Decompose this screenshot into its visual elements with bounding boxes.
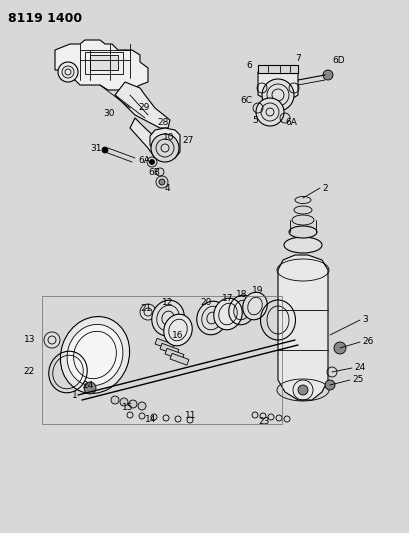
Bar bbox=[257, 65, 297, 73]
Circle shape bbox=[111, 396, 119, 404]
Text: 29: 29 bbox=[138, 102, 149, 111]
Polygon shape bbox=[257, 68, 297, 100]
Ellipse shape bbox=[288, 226, 316, 238]
Text: 31: 31 bbox=[90, 143, 101, 152]
Circle shape bbox=[255, 98, 283, 126]
Text: 27: 27 bbox=[182, 135, 193, 144]
Circle shape bbox=[149, 159, 154, 165]
Bar bbox=[164, 349, 184, 360]
Bar bbox=[155, 338, 173, 350]
Text: 4: 4 bbox=[164, 183, 170, 192]
Text: 7: 7 bbox=[294, 53, 300, 62]
Circle shape bbox=[322, 70, 332, 80]
Text: 17: 17 bbox=[221, 294, 233, 303]
Circle shape bbox=[297, 385, 307, 395]
Circle shape bbox=[120, 398, 128, 406]
Polygon shape bbox=[277, 255, 327, 400]
Circle shape bbox=[261, 79, 293, 111]
Bar bbox=[42, 296, 281, 424]
Text: 24: 24 bbox=[353, 364, 364, 373]
Text: 26: 26 bbox=[361, 337, 373, 346]
Circle shape bbox=[84, 382, 96, 394]
Circle shape bbox=[129, 400, 137, 408]
Text: 28: 28 bbox=[157, 117, 168, 126]
Text: 15: 15 bbox=[122, 403, 133, 413]
Text: 23: 23 bbox=[257, 417, 269, 426]
Bar bbox=[170, 353, 189, 365]
Text: 25: 25 bbox=[351, 376, 362, 384]
Text: 22: 22 bbox=[24, 367, 35, 376]
Bar bbox=[160, 343, 179, 355]
Bar bbox=[90, 55, 118, 70]
Text: 8119 1400: 8119 1400 bbox=[8, 12, 82, 25]
Circle shape bbox=[159, 179, 164, 185]
Text: 14: 14 bbox=[145, 416, 156, 424]
Circle shape bbox=[58, 62, 78, 82]
Text: 6A: 6A bbox=[138, 156, 150, 165]
Polygon shape bbox=[130, 118, 164, 158]
Text: 10: 10 bbox=[163, 133, 174, 141]
Text: 20: 20 bbox=[200, 297, 211, 306]
Text: 30: 30 bbox=[103, 109, 114, 117]
Text: 6A: 6A bbox=[284, 117, 296, 126]
Ellipse shape bbox=[283, 237, 321, 253]
Circle shape bbox=[139, 304, 155, 320]
Text: 2: 2 bbox=[321, 183, 327, 192]
Text: 21: 21 bbox=[139, 303, 151, 312]
Text: 11: 11 bbox=[184, 410, 196, 419]
Ellipse shape bbox=[213, 298, 242, 330]
Text: 1: 1 bbox=[72, 391, 78, 400]
Text: 12: 12 bbox=[162, 297, 173, 306]
Ellipse shape bbox=[242, 292, 267, 320]
Polygon shape bbox=[115, 82, 170, 128]
Bar bbox=[85, 52, 123, 74]
Circle shape bbox=[138, 402, 146, 410]
Text: 6D: 6D bbox=[331, 55, 344, 64]
Ellipse shape bbox=[151, 300, 184, 336]
Circle shape bbox=[102, 147, 108, 153]
Text: 3: 3 bbox=[361, 316, 367, 325]
Circle shape bbox=[324, 380, 334, 390]
Text: 6B: 6B bbox=[148, 167, 160, 176]
Circle shape bbox=[333, 342, 345, 354]
Text: 6: 6 bbox=[245, 61, 251, 69]
Polygon shape bbox=[150, 128, 180, 158]
Ellipse shape bbox=[60, 317, 129, 393]
Circle shape bbox=[44, 332, 60, 348]
Text: 6C: 6C bbox=[239, 95, 252, 104]
Circle shape bbox=[151, 134, 179, 162]
Ellipse shape bbox=[196, 301, 227, 335]
Text: 18: 18 bbox=[236, 289, 247, 298]
Ellipse shape bbox=[67, 325, 123, 385]
Polygon shape bbox=[55, 40, 148, 90]
Text: 24: 24 bbox=[82, 381, 93, 390]
Text: 16: 16 bbox=[172, 332, 183, 341]
Text: 13: 13 bbox=[23, 335, 35, 344]
Ellipse shape bbox=[163, 314, 192, 346]
Text: 19: 19 bbox=[252, 286, 263, 295]
Text: 5: 5 bbox=[252, 116, 257, 125]
